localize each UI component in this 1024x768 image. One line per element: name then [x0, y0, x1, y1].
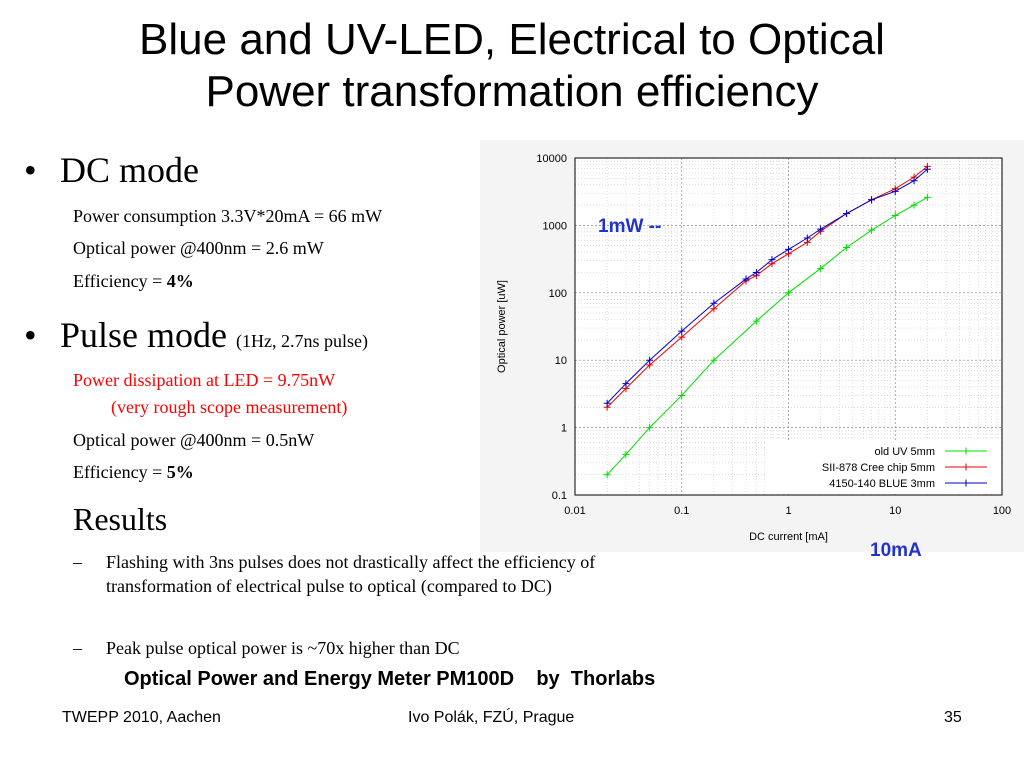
data-point: [622, 380, 630, 388]
data-point: [622, 450, 630, 458]
y-tick-label: 10: [555, 355, 567, 367]
x-tick-label: 0.01: [564, 505, 585, 517]
results-item-text: Peak pulse optical power is ~70x higher …: [106, 638, 460, 658]
data-point: [817, 225, 825, 233]
x-tick-label: 10: [889, 505, 901, 517]
pulse-mode-heading: Pulse mode: [60, 315, 227, 355]
data-point: [891, 212, 899, 220]
data-point: [678, 327, 686, 335]
series-line: [606, 168, 928, 404]
data-point: [817, 264, 825, 272]
pulse-power-dissipation: Power dissipation at LED = 9.75nW: [73, 370, 336, 390]
data-point: [768, 256, 776, 264]
data-point: [910, 177, 918, 185]
dc-mode-bullet: • DC mode: [24, 150, 199, 190]
data-point: [843, 244, 851, 252]
footer-page-number: 35: [944, 709, 962, 726]
results-item-text: Flashing with 3ns pulses does not drasti…: [106, 552, 596, 596]
chart-panel: 0.01 0.1 1 10 100 0.1 1 10 100 1000 10000 DC curren…: [480, 140, 1024, 552]
data-point: [678, 333, 686, 341]
bullet-dot: •: [24, 150, 37, 190]
x-tick-label: 0.1: [674, 505, 689, 517]
legend-marker: [962, 463, 970, 471]
y-tick-label: 1: [561, 423, 567, 435]
pulse-mode-note: (1Hz, 2.7ns pulse): [236, 331, 368, 351]
pulse-efficiency-value: 5%: [166, 462, 194, 482]
data-point: [710, 299, 718, 307]
y-tick-label: 1000: [543, 220, 567, 232]
data-point: [868, 196, 876, 204]
pulse-rough-measurement: (very rough scope measurement): [111, 397, 348, 417]
data-point: [923, 193, 931, 201]
data-point: [742, 275, 750, 283]
optical-power-chart: 0.01 0.1 1 10 100 0.1 1 10 100 1000 10000 DC curren…: [496, 153, 1011, 543]
dc-power-consumption: Power consumption 3.3V*20mA = 66 mW: [73, 206, 383, 226]
footer-center: Ivo Polák, FZÚ, Prague: [408, 709, 575, 726]
dc-optical-power: Optical power @400nm = 2.6 mW: [73, 238, 324, 258]
legend-label: old UV 5mm: [874, 446, 935, 458]
pulse-mode-bullet: • Pulse mode (1Hz, 2.7ns pulse): [24, 315, 368, 361]
dc-mode-heading: DC mode: [60, 150, 199, 190]
data-point: [646, 356, 654, 364]
instrument-caption: Optical Power and Energy Meter PM100D by…: [124, 668, 656, 690]
y-tick-label: 10000: [536, 153, 567, 165]
dc-efficiency-label: Efficiency =: [73, 271, 167, 291]
data-point: [678, 391, 686, 399]
pulse-optical-power: Optical power @400nm = 0.5nW: [73, 430, 315, 450]
y-tick-label: 0.1: [552, 490, 567, 502]
bullet-dot: •: [24, 315, 37, 355]
pulse-efficiency-label: Efficiency =: [73, 462, 167, 482]
data-point: [843, 210, 851, 218]
annotation-10ma: 10mA: [870, 540, 922, 561]
dc-efficiency-value: 4%: [166, 271, 194, 291]
dash-mark: –: [73, 638, 82, 658]
x-axis-label: DC current [mA]: [749, 531, 828, 543]
results-heading: Results: [73, 501, 168, 537]
legend-marker: [962, 447, 970, 455]
plot-frame: [574, 157, 1003, 496]
dc-efficiency: Efficiency = 4%: [73, 270, 194, 292]
slide-title-line-1: Blue and UV-LED, Electrical to Optical: [139, 15, 885, 64]
data-point: [710, 356, 718, 364]
data-point: [603, 471, 611, 479]
legend-label: SII-878 Cree chip 5mm: [822, 462, 935, 474]
y-axis-label: Optical power [uW]: [496, 280, 508, 373]
y-tick-label: 100: [549, 288, 567, 300]
data-point: [923, 165, 931, 173]
legend-label: 4150-140 BLUE 3mm: [829, 478, 935, 490]
dash-mark: –: [73, 552, 82, 572]
annotation-1mw: 1mW --: [598, 216, 662, 237]
data-point: [785, 289, 792, 297]
data-point: [785, 245, 792, 253]
data-point: [752, 269, 760, 277]
legend-marker: [962, 479, 970, 487]
data-point: [752, 317, 760, 325]
slide-title: Blue and UV-LED, Electrical to Optical P…: [0, 14, 1024, 118]
data-point: [603, 399, 611, 407]
data-point: [891, 187, 899, 195]
data-point: [868, 226, 876, 234]
x-tick-label: 100: [993, 505, 1011, 517]
pulse-efficiency: Efficiency = 5%: [73, 461, 194, 483]
data-point: [910, 201, 918, 209]
series-line: [606, 166, 928, 408]
slide-title-line-2: Power transformation efficiency: [205, 67, 819, 116]
footer-left: TWEPP 2010, Aachen: [62, 709, 221, 726]
data-point: [803, 234, 811, 242]
data-point: [646, 424, 654, 432]
x-tick-label: 1: [785, 505, 791, 517]
